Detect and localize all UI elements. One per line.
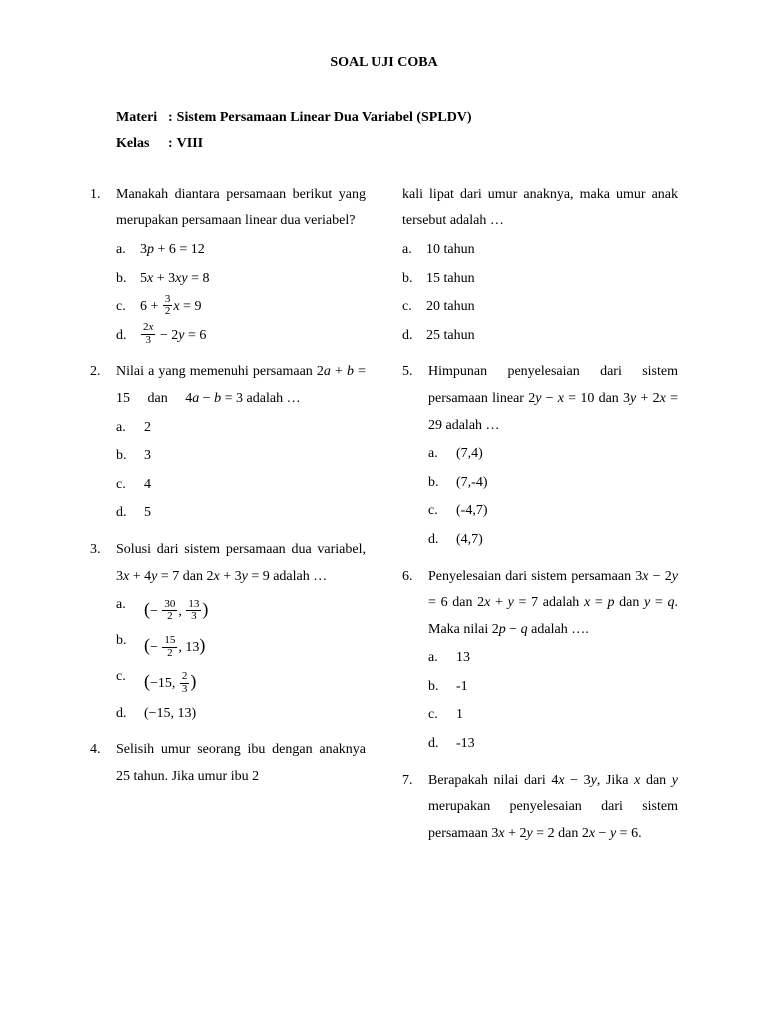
option-b: b.(7,-4) (428, 470, 678, 497)
option-a: a. (− 302, 133) (116, 592, 366, 626)
option-c: c.(-4,7) (428, 498, 678, 525)
question-7: 7. Berapakah nilai dari 4x − 3y, Jika x … (402, 768, 678, 848)
option-b: b.3 (116, 443, 366, 470)
question-5: 5. Himpunan penyelesaian dari sistem per… (402, 359, 678, 555)
right-column: kali lipat dari umur anaknya, maka umur … (402, 182, 678, 856)
option-a: a.(7,4) (428, 441, 678, 468)
kelas-label: Kelas (116, 131, 168, 158)
question-4-cont: kali lipat dari umur anaknya, maka umur … (402, 182, 678, 352)
question-text: Nilai a yang memenuhi persamaan 2a + b =… (116, 359, 366, 412)
doc-header: Materi : Sistem Persamaan Linear Dua Var… (116, 105, 678, 158)
option-d: d.-13 (428, 731, 678, 758)
option-b: b. (− 152, 13) (116, 628, 366, 662)
left-column: 1. Manakah diantara persamaan berikut ya… (90, 182, 366, 856)
question-text: kali lipat dari umur anaknya, maka umur … (402, 182, 678, 235)
equation: 5x + 3xy = 8 (140, 266, 209, 293)
option-c: c.20 tahun (402, 294, 678, 321)
question-2: 2. Nilai a yang memenuhi persamaan 2a + … (90, 359, 366, 529)
colon: : (168, 105, 173, 132)
option-d: d. (−15, 13) (116, 701, 366, 728)
option-c: c. 6 + 32x = 9 (116, 294, 366, 321)
option-d: d.(4,7) (428, 527, 678, 554)
question-number: 4. (90, 737, 116, 790)
question-columns: 1. Manakah diantara persamaan berikut ya… (90, 182, 678, 856)
option-d: d.25 tahun (402, 323, 678, 350)
option-b: b.-1 (428, 674, 678, 701)
question-6: 6. Penyelesaian dari sistem persamaan 3x… (402, 564, 678, 760)
tuple: (−15, 13) (144, 701, 196, 728)
question-text: Penyelesaian dari sistem persamaan 3x − … (428, 564, 678, 644)
option-c: c. (−15, 23) (116, 664, 366, 698)
option-d: d.5 (116, 500, 366, 527)
question-text: Solusi dari sistem persamaan dua variabe… (116, 537, 366, 590)
option-b: b. 5x + 3xy = 8 (116, 266, 366, 293)
option-d: d. 2x3 − 2y = 6 (116, 323, 366, 350)
page-title: SOAL UJI COBA (90, 50, 678, 77)
option-c: c.1 (428, 702, 678, 729)
equation: 6 + 32x = 9 (140, 294, 202, 321)
question-number: 1. (90, 182, 116, 352)
option-c: c.4 (116, 472, 366, 499)
kelas-value: VIII (177, 131, 203, 158)
colon: : (168, 131, 173, 158)
question-text: Manakah diantara persamaan berikut yang … (116, 182, 366, 235)
option-a: a. 3p + 6 = 12 (116, 237, 366, 264)
tuple: (−15, 23) (144, 664, 196, 698)
question-1: 1. Manakah diantara persamaan berikut ya… (90, 182, 366, 352)
option-a: a.10 tahun (402, 237, 678, 264)
question-text: Berapakah nilai dari 4x − 3y, Jika x dan… (428, 768, 678, 848)
option-b: b.15 tahun (402, 266, 678, 293)
equation: 3p + 6 = 12 (140, 237, 205, 264)
materi-value: Sistem Persamaan Linear Dua Variabel (SP… (177, 105, 472, 132)
question-number: 2. (90, 359, 116, 529)
option-a: a.13 (428, 645, 678, 672)
question-number: 6. (402, 564, 428, 760)
question-number: 3. (90, 537, 116, 729)
question-3: 3. Solusi dari sistem persamaan dua vari… (90, 537, 366, 729)
question-number: 7. (402, 768, 428, 848)
tuple: (− 302, 133) (144, 592, 208, 626)
option-a: a.2 (116, 415, 366, 442)
tuple: (− 152, 13) (144, 628, 205, 662)
question-text: Himpunan penyelesaian dari sistem persam… (428, 359, 678, 439)
question-text: Selisih umur seorang ibu dengan anaknya … (116, 737, 366, 790)
question-number: 5. (402, 359, 428, 555)
question-4: 4. Selisih umur seorang ibu dengan anakn… (90, 737, 366, 790)
equation: 2x3 − 2y = 6 (140, 323, 206, 350)
materi-label: Materi (116, 105, 168, 132)
